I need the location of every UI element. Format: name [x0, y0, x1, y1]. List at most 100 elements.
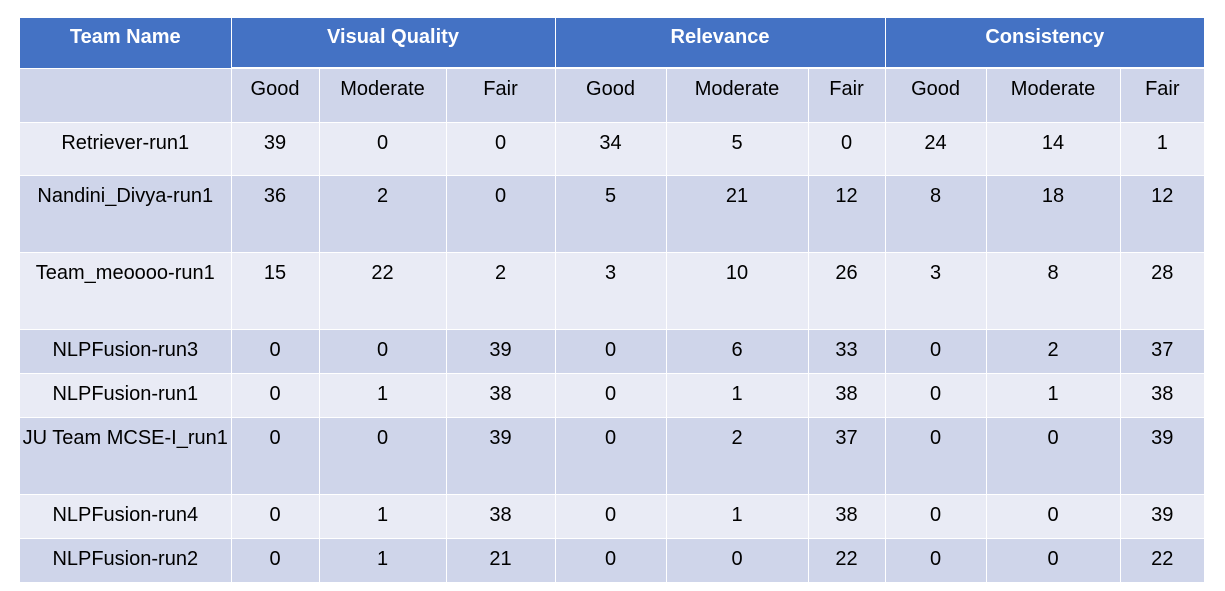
value-cell: 34 — [555, 122, 667, 176]
value-cell: 1 — [666, 494, 809, 539]
team-cell: NLPFusion-run4 — [20, 494, 232, 539]
value-cell: 3 — [555, 252, 667, 330]
value-cell: 36 — [231, 175, 320, 253]
visual-quality-header: Visual Quality — [231, 18, 556, 69]
team-cell: NLPFusion-run1 — [20, 373, 232, 418]
value-cell: 0 — [555, 329, 667, 374]
value-cell: 0 — [446, 175, 556, 253]
relevance-header: Relevance — [555, 18, 886, 69]
team-cell: Nandini_Divya-run1 — [20, 175, 232, 253]
value-cell: 0 — [885, 417, 987, 495]
value-cell: 0 — [319, 417, 447, 495]
value-cell: 3 — [885, 252, 987, 330]
team-cell: NLPFusion-run2 — [20, 538, 232, 583]
value-cell: 12 — [1120, 175, 1205, 253]
value-cell: 38 — [446, 373, 556, 418]
value-cell: 0 — [986, 538, 1121, 583]
team-cell: NLPFusion-run3 — [20, 329, 232, 374]
subheader-moderate: Moderate — [986, 68, 1121, 123]
value-cell: 0 — [885, 329, 987, 374]
value-cell: 1 — [986, 373, 1121, 418]
value-cell: 0 — [319, 122, 447, 176]
value-cell: 0 — [555, 494, 667, 539]
value-cell: 1 — [319, 494, 447, 539]
value-cell: 0 — [885, 373, 987, 418]
value-cell: 22 — [808, 538, 886, 583]
table-row: Nandini_Divya-run1 36 2 0 5 21 12 8 18 1… — [20, 175, 1205, 253]
value-cell: 8 — [986, 252, 1121, 330]
results-table: Team Name Visual Quality Relevance Consi… — [20, 18, 1205, 583]
table-row: Team_meoooo-run1 15 22 2 3 10 26 3 8 28 — [20, 252, 1205, 330]
value-cell: 1 — [1120, 122, 1205, 176]
value-cell: 2 — [319, 175, 447, 253]
value-cell: 14 — [986, 122, 1121, 176]
value-cell: 0 — [885, 494, 987, 539]
value-cell: 38 — [1120, 373, 1205, 418]
value-cell: 0 — [231, 329, 320, 374]
value-cell: 0 — [808, 122, 886, 176]
value-cell: 24 — [885, 122, 987, 176]
consistency-header: Consistency — [885, 18, 1205, 69]
header-row: Team Name Visual Quality Relevance Consi… — [20, 18, 1205, 69]
value-cell: 26 — [808, 252, 886, 330]
subheader-fair: Fair — [446, 68, 556, 123]
value-cell: 1 — [319, 373, 447, 418]
value-cell: 0 — [231, 538, 320, 583]
value-cell: 0 — [986, 417, 1121, 495]
value-cell: 39 — [231, 122, 320, 176]
subheader-fair: Fair — [1120, 68, 1205, 123]
value-cell: 10 — [666, 252, 809, 330]
value-cell: 18 — [986, 175, 1121, 253]
value-cell: 2 — [446, 252, 556, 330]
value-cell: 6 — [666, 329, 809, 374]
subheader-good: Good — [231, 68, 320, 123]
value-cell: 5 — [666, 122, 809, 176]
value-cell: 38 — [808, 494, 886, 539]
value-cell: 0 — [231, 373, 320, 418]
value-cell: 5 — [555, 175, 667, 253]
subheader-row: Good Moderate Fair Good Moderate Fair Go… — [20, 68, 1205, 123]
value-cell: 1 — [666, 373, 809, 418]
value-cell: 0 — [666, 538, 809, 583]
value-cell: 0 — [446, 122, 556, 176]
value-cell: 39 — [446, 417, 556, 495]
value-cell: 2 — [986, 329, 1121, 374]
subheader-good: Good — [555, 68, 667, 123]
value-cell: 38 — [446, 494, 556, 539]
value-cell: 0 — [885, 538, 987, 583]
value-cell: 0 — [231, 417, 320, 495]
subheader-good: Good — [885, 68, 987, 123]
value-cell: 22 — [1120, 538, 1205, 583]
value-cell: 39 — [1120, 494, 1205, 539]
value-cell: 37 — [808, 417, 886, 495]
value-cell: 0 — [231, 494, 320, 539]
value-cell: 15 — [231, 252, 320, 330]
value-cell: 0 — [986, 494, 1121, 539]
value-cell: 37 — [1120, 329, 1205, 374]
team-cell: Team_meoooo-run1 — [20, 252, 232, 330]
value-cell: 21 — [446, 538, 556, 583]
value-cell: 8 — [885, 175, 987, 253]
team-name-header: Team Name — [20, 18, 232, 69]
table-row: JU Team MCSE-I_run1 0 0 39 0 2 37 0 0 39 — [20, 417, 1205, 495]
value-cell: 33 — [808, 329, 886, 374]
value-cell: 0 — [555, 417, 667, 495]
value-cell: 0 — [555, 373, 667, 418]
team-cell: JU Team MCSE-I_run1 — [20, 417, 232, 495]
value-cell: 1 — [319, 538, 447, 583]
value-cell: 39 — [446, 329, 556, 374]
value-cell: 28 — [1120, 252, 1205, 330]
value-cell: 21 — [666, 175, 809, 253]
value-cell: 38 — [808, 373, 886, 418]
table-row: NLPFusion-run3 0 0 39 0 6 33 0 2 37 — [20, 329, 1205, 374]
table-row: Retriever-run1 39 0 0 34 5 0 24 14 1 — [20, 122, 1205, 176]
value-cell: 12 — [808, 175, 886, 253]
table-row: NLPFusion-run2 0 1 21 0 0 22 0 0 22 — [20, 538, 1205, 583]
value-cell: 2 — [666, 417, 809, 495]
team-cell: Retriever-run1 — [20, 122, 232, 176]
table-row: NLPFusion-run4 0 1 38 0 1 38 0 0 39 — [20, 494, 1205, 539]
subheader-moderate: Moderate — [666, 68, 809, 123]
subheader-fair: Fair — [808, 68, 886, 123]
value-cell: 39 — [1120, 417, 1205, 495]
subheader-moderate: Moderate — [319, 68, 447, 123]
